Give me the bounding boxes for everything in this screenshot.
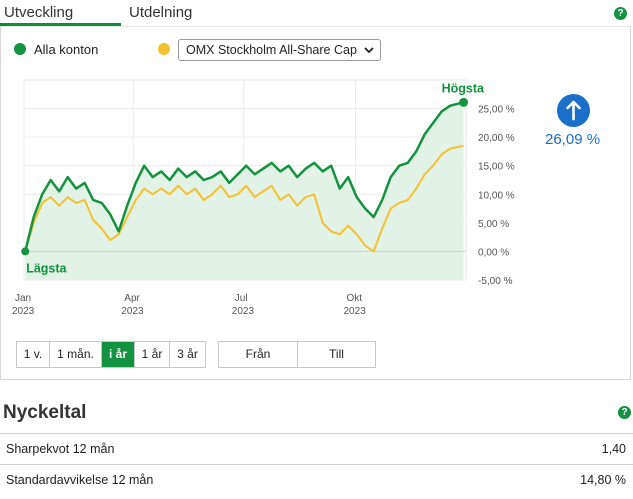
- series-line-omx: [24, 144, 464, 253]
- y-tick-label: 20,00 %: [478, 133, 515, 144]
- key-figure-row-sharpe: Sharpekvot 12 mån 1,40: [0, 433, 633, 465]
- range-1-week-button[interactable]: 1 v.: [17, 342, 50, 367]
- tab-bar: Utveckling Utdelning ?: [0, 0, 633, 26]
- y-tick-label: -5,00 %: [478, 276, 513, 287]
- series-area-alla-konton: [25, 102, 464, 280]
- y-tick-label: 10,00 %: [478, 190, 515, 201]
- x-tick-month-label: Okt: [347, 293, 363, 304]
- x-tick-year-label: 2023: [344, 306, 367, 317]
- high-point-marker: [459, 97, 469, 107]
- key-figure-row-std-dev: Standardavvikelse 12 mån 14,80 %: [0, 464, 633, 496]
- performance-value: 26,09 %: [545, 131, 601, 148]
- compare-index-select[interactable]: OMX Stockholm All-Share Cap: [178, 39, 381, 61]
- date-range-button-group: Från Till: [218, 341, 376, 368]
- x-tick-month-label: Jul: [235, 293, 248, 304]
- range-button-group: 1 v. 1 mån. i år 1 år 3 år: [16, 341, 206, 368]
- key-figures-title: Nyckeltal: [3, 402, 87, 423]
- key-figures-help-icon[interactable]: ?: [618, 406, 631, 419]
- key-figure-value: 14,80 %: [580, 473, 626, 487]
- series-line-alla-konton: [23, 101, 464, 252]
- help-icon[interactable]: ?: [614, 7, 627, 20]
- range-1-month-button[interactable]: 1 mån.: [50, 342, 102, 367]
- tab-utveckling[interactable]: Utveckling: [0, 0, 121, 26]
- y-tick-label: 15,00 %: [478, 162, 515, 173]
- low-annotation-label: Lägsta: [26, 261, 67, 275]
- to-date-button[interactable]: Till: [329, 347, 344, 361]
- x-tick-year-label: 2023: [121, 306, 144, 317]
- chart-card: [0, 26, 631, 380]
- y-tick-label: 5,00 %: [478, 219, 509, 230]
- range-3-year-button[interactable]: 3 år: [177, 347, 198, 361]
- high-annotation-label: Högsta: [442, 81, 485, 95]
- key-figure-value: 1,40: [601, 442, 626, 456]
- low-point-marker: [21, 247, 30, 256]
- tab-utdelning[interactable]: Utdelning: [129, 4, 193, 21]
- performance-up-arrow-icon: [557, 94, 590, 127]
- x-tick-month-label: Jan: [15, 293, 31, 304]
- range-ytd-button[interactable]: i år: [102, 342, 135, 367]
- y-tick-label: 25,00 %: [478, 105, 515, 116]
- from-date-button[interactable]: Från: [219, 342, 298, 367]
- range-1-year-button[interactable]: 1 år: [135, 342, 170, 367]
- x-tick-year-label: 2023: [12, 306, 35, 317]
- compare-color-dot-icon: [158, 43, 170, 55]
- series-label-alla-konton: Alla konton: [34, 42, 99, 57]
- key-figure-label: Standardavvikelse 12 mån: [6, 473, 154, 487]
- x-tick-year-label: 2023: [232, 306, 255, 317]
- key-figure-label: Sharpekvot 12 mån: [6, 442, 115, 456]
- y-tick-label: 0,00 %: [478, 247, 509, 258]
- compare-index-select-value: OMX Stockholm All-Share Cap: [186, 43, 357, 57]
- series-color-dot-icon: [14, 43, 26, 55]
- x-tick-month-label: Apr: [124, 293, 140, 304]
- chevron-down-icon: [364, 40, 374, 67]
